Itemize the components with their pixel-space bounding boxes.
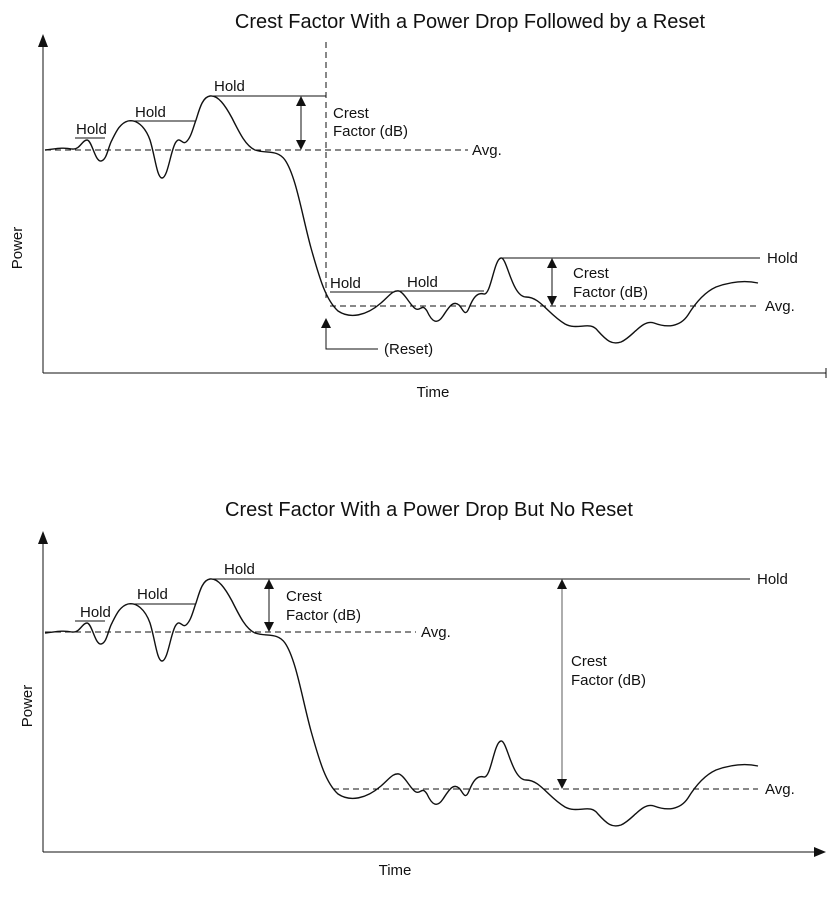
panel-top-title: Crest Factor With a Power Drop Followed … [235,11,706,33]
top-hold-label-3: Hold [214,78,245,95]
top-hold-label-5: Hold [407,274,438,291]
panel-bottom: Crest Factor With a Power Drop But No Re… [19,499,826,879]
bottom-crest-label-2-line2: Factor (dB) [571,672,646,689]
panel-top: Crest Factor With a Power Drop Followed … [9,11,827,401]
top-crest-arrow-1 [296,96,306,150]
bottom-hold-label-1: Hold [80,604,111,621]
bottom-hold-label-3: Hold [224,561,255,578]
top-reset-label: (Reset) [384,341,433,358]
panel-bottom-title: Crest Factor With a Power Drop But No Re… [225,499,633,521]
top-crest-arrow-2 [547,258,557,306]
top-x-axis-label: Time [417,384,450,401]
bottom-crest-arrow-2 [557,579,567,789]
bottom-y-axis-arrowhead [38,531,48,544]
top-avg-label-1: Avg. [472,142,502,159]
bottom-crest-arrow-1 [264,579,274,632]
bottom-avg-label-2: Avg. [765,781,795,798]
bottom-y-axis-label: Power [19,685,36,728]
bottom-power-curve [44,578,759,827]
top-crest-label-2-line1: Crest [573,265,610,282]
bottom-avg-label-1: Avg. [421,624,451,641]
bottom-x-axis-label: Time [379,862,412,879]
top-crest-label-1-line1: Crest [333,105,370,122]
top-crest-label-1-line2: Factor (dB) [333,123,408,140]
bottom-hold-label-2: Hold [137,586,168,603]
top-power-curve [44,95,759,344]
bottom-crest-label-2-line1: Crest [571,653,608,670]
top-reset-arrow [321,318,378,350]
top-y-axis-arrowhead [38,34,48,47]
bottom-crest-label-1-line1: Crest [286,588,323,605]
top-hold-label-4: Hold [330,275,361,292]
top-hold-label-6: Hold [767,250,798,267]
bottom-hold-label-4: Hold [757,571,788,588]
top-y-axis-label: Power [9,227,26,270]
top-crest-label-2-line2: Factor (dB) [573,284,648,301]
bottom-crest-label-1-line2: Factor (dB) [286,607,361,624]
top-avg-label-2: Avg. [765,298,795,315]
top-hold-label-2: Hold [135,104,166,121]
top-hold-label-1: Hold [76,121,107,138]
bottom-x-axis-arrowhead [814,847,826,857]
